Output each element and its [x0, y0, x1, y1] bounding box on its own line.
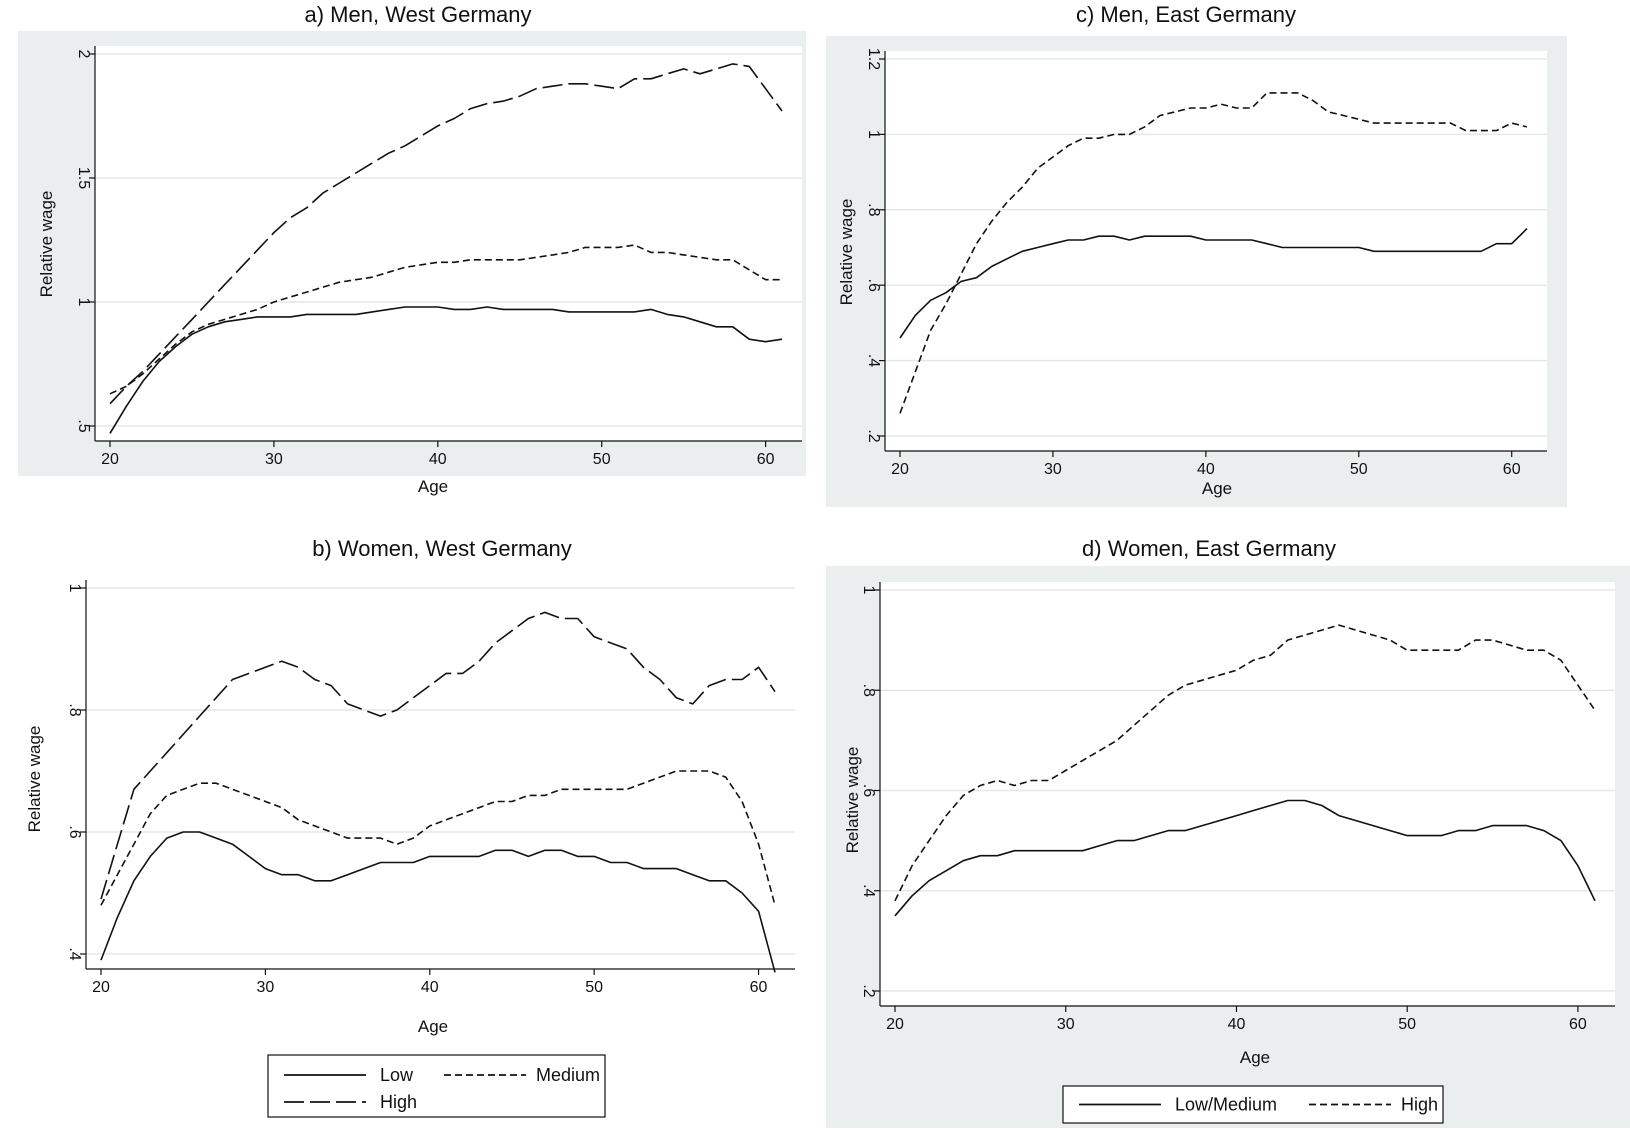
x-tick-label: 60: [1503, 461, 1521, 478]
x-tick-label: 30: [256, 979, 274, 996]
series-line-low-medium: [894, 799, 1596, 917]
x-tick-label: 50: [593, 451, 611, 468]
x-tick-label: 30: [1044, 461, 1062, 478]
y-axis-label: Relative wage: [843, 747, 862, 854]
y-axis-label: Relative wage: [37, 191, 56, 298]
y-tick-label: .8: [865, 203, 882, 216]
y-tick-label: 1: [865, 130, 882, 139]
chart-title: c) Men, East Germany: [1076, 2, 1296, 27]
x-tick-label: 50: [1350, 461, 1368, 478]
x-tick-label: 20: [101, 451, 119, 468]
y-tick-label: .4: [860, 884, 877, 897]
x-tick-label: 20: [891, 461, 909, 478]
x-tick-label: 40: [429, 451, 447, 468]
series-line-high: [109, 63, 783, 405]
x-tick-label: 50: [1398, 1016, 1416, 1033]
series-line-low: [100, 831, 776, 973]
y-tick-label: 1.2: [865, 48, 882, 70]
series-line-medium: [109, 244, 782, 395]
panel-c-men-east-germany: c) Men, East Germany .2 .4 .6 .8 1 1.2 20 30 40 50…: [826, 2, 1567, 507]
y-tick-label: .2: [860, 984, 877, 997]
legend-label-low: Low: [380, 1065, 414, 1085]
plot-area: [880, 582, 1615, 1006]
series-line-low-medium: [899, 228, 1528, 339]
x-axis-label: Age: [418, 477, 448, 496]
y-tick-label: .8: [860, 684, 877, 697]
y-tick-label: .6: [865, 279, 882, 292]
legend-label-low-medium: Low/Medium: [1175, 1095, 1277, 1115]
y-tick-label: .5: [75, 419, 92, 432]
x-tick-label: 50: [585, 979, 603, 996]
panel-d-women-east-germany: d) Women, East Germany .2 .4 .6 .8 1 20 30 40 50 6…: [826, 536, 1630, 1128]
y-tick-label: 1: [860, 586, 877, 595]
chart-title: b) Women, West Germany: [312, 536, 572, 561]
x-tick-label: 20: [886, 1016, 904, 1033]
x-tick-label: 30: [1057, 1016, 1075, 1033]
legend-label-high: High: [1401, 1095, 1438, 1115]
x-axis-label: Age: [1240, 1048, 1270, 1067]
legend-label-high: High: [380, 1092, 417, 1112]
x-tick-label: 60: [1569, 1016, 1587, 1033]
y-tick-label: .6: [860, 784, 877, 797]
y-tick-label: .2: [865, 429, 882, 442]
plot-area: [86, 580, 795, 969]
plot-area: [95, 46, 802, 441]
y-tick-label: .4: [865, 354, 882, 367]
chart-title: a) Men, West Germany: [305, 2, 532, 27]
y-axis-label: Relative wage: [25, 726, 44, 833]
series-line-high: [894, 624, 1596, 902]
x-tick-label: 40: [1228, 1016, 1246, 1033]
x-tick-label: 30: [265, 451, 283, 468]
x-tick-label: 40: [1197, 461, 1215, 478]
legend-label-medium: Medium: [536, 1065, 600, 1085]
x-tick-label: 40: [421, 979, 439, 996]
y-axis-label: Relative wage: [837, 199, 856, 306]
y-tick-label: .8: [66, 703, 83, 716]
x-tick-label: 60: [750, 979, 768, 996]
y-tick-label: 2: [75, 50, 92, 59]
y-tick-label: 1: [66, 584, 83, 593]
y-tick-label: .6: [66, 825, 83, 838]
y-tick-label: .4: [66, 947, 83, 960]
y-tick-label: 1: [75, 298, 92, 307]
x-tick-label: 20: [92, 979, 110, 996]
x-axis-label: Age: [418, 1017, 448, 1036]
x-tick-label: 60: [757, 451, 775, 468]
series-line-low: [109, 306, 783, 434]
y-tick-label: 1.5: [75, 167, 92, 189]
panel-b-women-west-germany: b) Women, West Germany .4 .6 .8 1 20 30 40 50 60 A…: [25, 536, 795, 1118]
series-line-medium: [100, 770, 776, 906]
panel-a-men-west-germany: a) Men, West Germany .5 1 1.5 2 20 30 40 50 60 Age…: [18, 2, 806, 496]
series-line-high: [899, 92, 1528, 414]
x-axis-label: Age: [1202, 479, 1232, 498]
legend: [267, 1054, 606, 1118]
series-line-high: [100, 611, 776, 900]
chart-title: d) Women, East Germany: [1082, 536, 1336, 561]
